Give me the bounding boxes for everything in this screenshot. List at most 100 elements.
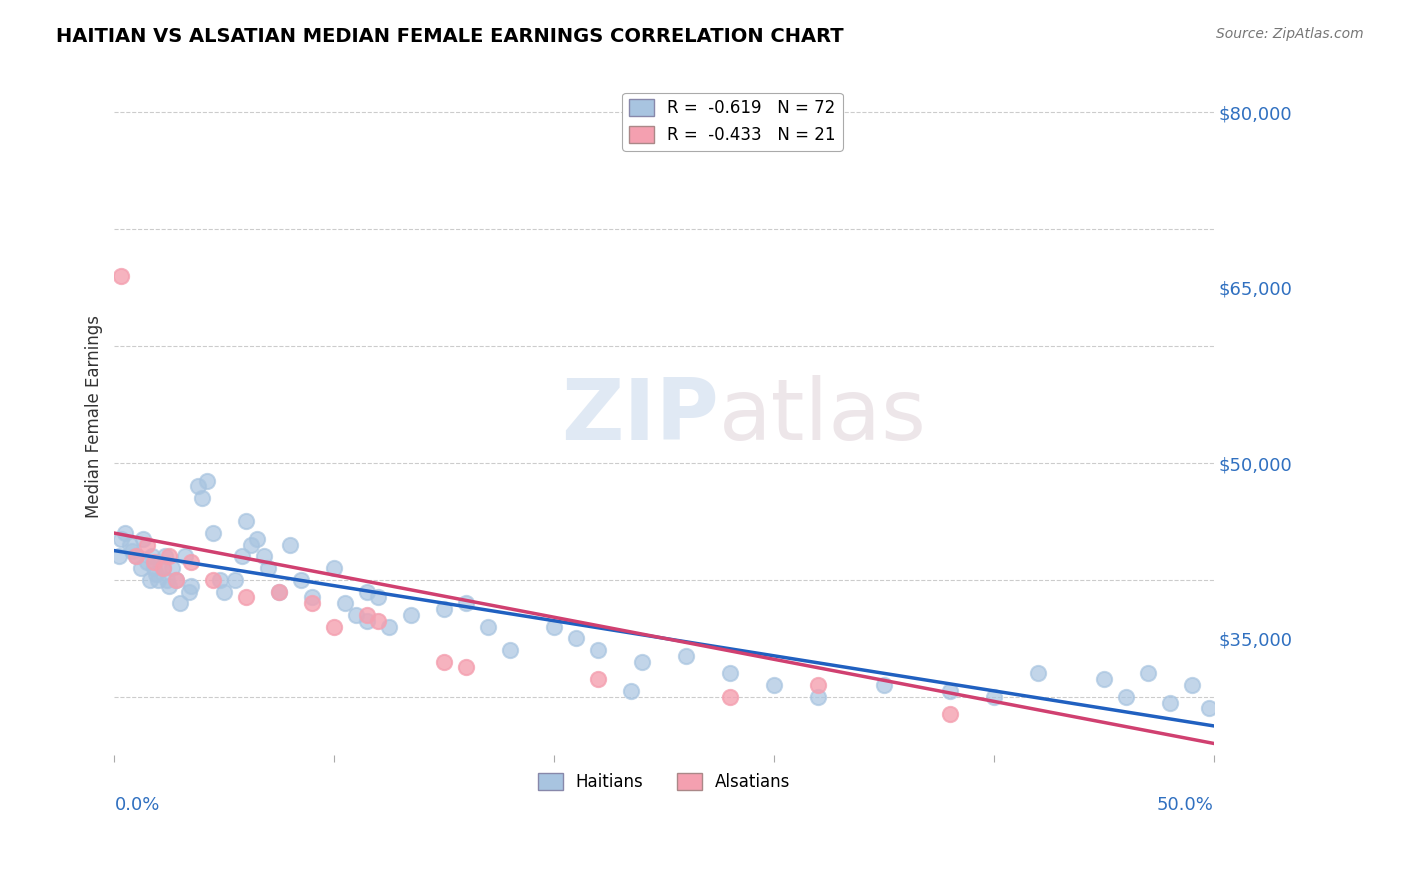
Point <box>235 591 257 605</box>
Point <box>586 643 609 657</box>
Point <box>169 596 191 610</box>
Text: atlas: atlas <box>718 375 927 458</box>
Point <box>873 678 896 692</box>
Point <box>543 619 565 633</box>
Point <box>118 538 141 552</box>
Point <box>269 584 291 599</box>
Point <box>456 596 478 610</box>
Point <box>156 573 179 587</box>
Point <box>125 549 148 564</box>
Point <box>208 573 231 587</box>
Point <box>179 584 201 599</box>
Point <box>477 619 499 633</box>
Point <box>367 591 389 605</box>
Point <box>1198 701 1220 715</box>
Point <box>344 607 367 622</box>
Point <box>367 614 389 628</box>
Point <box>253 549 276 564</box>
Point <box>160 561 183 575</box>
Point <box>191 491 214 505</box>
Point <box>1092 672 1115 686</box>
Point <box>132 532 155 546</box>
Point <box>173 549 195 564</box>
Point <box>1159 696 1181 710</box>
Point <box>278 538 301 552</box>
Point <box>378 619 401 633</box>
Point <box>718 666 741 681</box>
Point <box>807 690 830 704</box>
Point <box>143 561 166 575</box>
Point <box>195 474 218 488</box>
Point <box>586 672 609 686</box>
Text: Source: ZipAtlas.com: Source: ZipAtlas.com <box>1216 27 1364 41</box>
Point <box>290 573 312 587</box>
Point <box>246 532 269 546</box>
Point <box>675 648 697 663</box>
Point <box>335 596 357 610</box>
Point <box>152 561 174 575</box>
Point <box>939 683 962 698</box>
Point <box>148 573 170 587</box>
Point <box>110 268 132 283</box>
Point <box>114 526 136 541</box>
Point <box>1115 690 1137 704</box>
Point <box>157 579 180 593</box>
Legend: Haitians, Alsatians: Haitians, Alsatians <box>531 766 797 797</box>
Point <box>807 678 830 692</box>
Point <box>110 532 132 546</box>
Point <box>257 561 280 575</box>
Point <box>239 538 262 552</box>
Point <box>356 584 378 599</box>
Point <box>152 561 174 575</box>
Point <box>718 690 741 704</box>
Point <box>983 690 1005 704</box>
Point <box>235 515 257 529</box>
Point <box>456 660 478 674</box>
Point <box>269 584 291 599</box>
Point <box>165 573 187 587</box>
Point <box>202 573 225 587</box>
Text: 0.0%: 0.0% <box>114 796 160 814</box>
Point <box>433 655 456 669</box>
Point <box>145 567 167 582</box>
Point <box>121 543 143 558</box>
Point <box>631 655 654 669</box>
Point <box>323 619 346 633</box>
Text: ZIP: ZIP <box>561 375 718 458</box>
Point <box>323 561 346 575</box>
Point <box>356 607 378 622</box>
Point <box>762 678 785 692</box>
Point <box>138 573 160 587</box>
Point <box>157 549 180 564</box>
Point <box>136 555 159 569</box>
Text: HAITIAN VS ALSATIAN MEDIAN FEMALE EARNINGS CORRELATION CHART: HAITIAN VS ALSATIAN MEDIAN FEMALE EARNIN… <box>56 27 844 45</box>
Point <box>231 549 253 564</box>
Point <box>125 549 148 564</box>
Y-axis label: Median Female Earnings: Median Female Earnings <box>86 315 103 517</box>
Point <box>565 632 588 646</box>
Point <box>224 573 246 587</box>
Point <box>399 607 422 622</box>
Point <box>141 549 163 564</box>
Point <box>187 479 209 493</box>
Point <box>1136 666 1159 681</box>
Point <box>301 591 323 605</box>
Point <box>180 555 202 569</box>
Point <box>129 561 152 575</box>
Point <box>1181 678 1204 692</box>
Point <box>136 538 159 552</box>
Point <box>108 549 131 564</box>
Point <box>939 707 962 722</box>
Point <box>143 555 166 569</box>
Point <box>202 526 225 541</box>
Point <box>620 683 643 698</box>
Point <box>499 643 522 657</box>
Text: 50.0%: 50.0% <box>1157 796 1213 814</box>
Point <box>433 602 456 616</box>
Point <box>214 584 236 599</box>
Point <box>1026 666 1049 681</box>
Point <box>180 579 202 593</box>
Point <box>356 614 378 628</box>
Point <box>301 596 323 610</box>
Point <box>153 549 176 564</box>
